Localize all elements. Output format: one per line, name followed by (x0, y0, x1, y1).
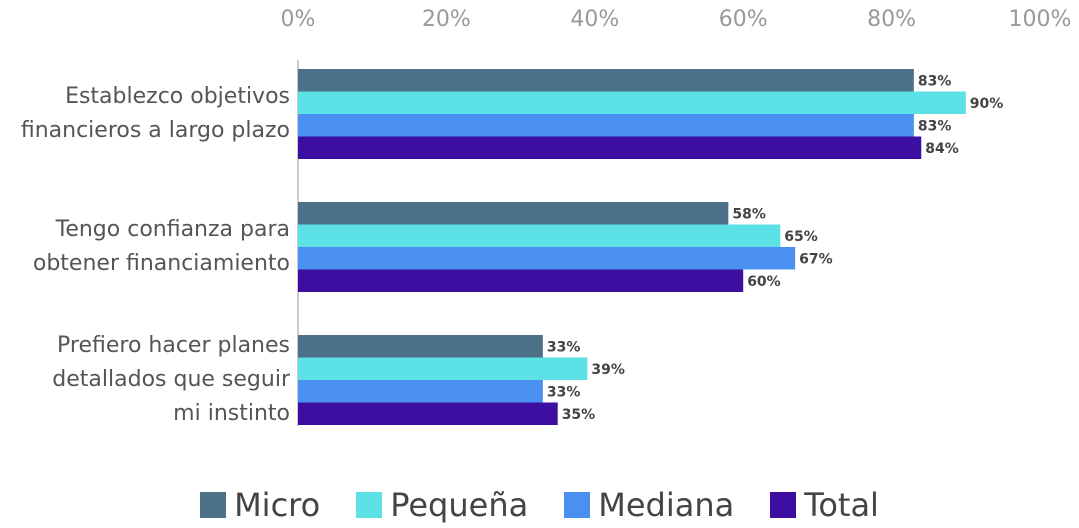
category-label: Establezco objetivos financieros a largo… (20, 84, 290, 143)
legend-swatch (356, 492, 383, 518)
data-label: 33% (547, 339, 581, 355)
x-tick-label: 40% (570, 7, 619, 32)
legend-item: Mediana (564, 486, 734, 524)
data-label: 33% (547, 384, 581, 400)
legend-label: Mediana (598, 486, 735, 524)
data-label: 84% (925, 141, 959, 157)
legend: Micro Pequeña Mediana Total (0, 486, 1079, 524)
bar (298, 247, 796, 270)
legend-label: Pequeña (390, 486, 529, 524)
x-tick-label: 100% (1009, 7, 1072, 32)
data-label: 90% (970, 96, 1004, 112)
bar (298, 357, 588, 380)
data-label: 58% (732, 206, 766, 222)
bar (298, 136, 922, 159)
bar (298, 224, 781, 247)
data-label: 65% (784, 229, 818, 245)
data-label: 83% (918, 73, 952, 89)
x-tick-label: 60% (719, 7, 768, 32)
category-label: Prefiero hacer planes detallados que seg… (52, 333, 290, 426)
bar (298, 91, 966, 114)
legend-swatch (564, 492, 591, 518)
data-label: 60% (747, 274, 781, 290)
legend-swatch (200, 492, 227, 518)
data-label: 67% (799, 251, 833, 267)
x-tick-label: 20% (422, 7, 471, 32)
legend-swatch (770, 492, 797, 518)
legend-item: Total (770, 486, 879, 524)
legend-label: Total (804, 486, 879, 524)
category-label: Tengo confianza para obtener financiamie… (32, 217, 290, 276)
x-tick-label: 80% (867, 7, 916, 32)
data-label: 83% (918, 118, 952, 134)
bar (298, 202, 729, 225)
legend-item: Pequeña (356, 486, 528, 524)
bar (298, 269, 744, 292)
legend-item: Micro (200, 486, 320, 524)
bar (298, 380, 543, 403)
x-tick-label: 0% (281, 7, 316, 32)
bar (298, 69, 914, 92)
legend-label: Micro (234, 486, 321, 524)
data-label: 39% (591, 362, 625, 378)
bar (298, 114, 914, 137)
data-label: 35% (562, 407, 596, 423)
bar (298, 402, 558, 425)
bar (298, 335, 543, 358)
